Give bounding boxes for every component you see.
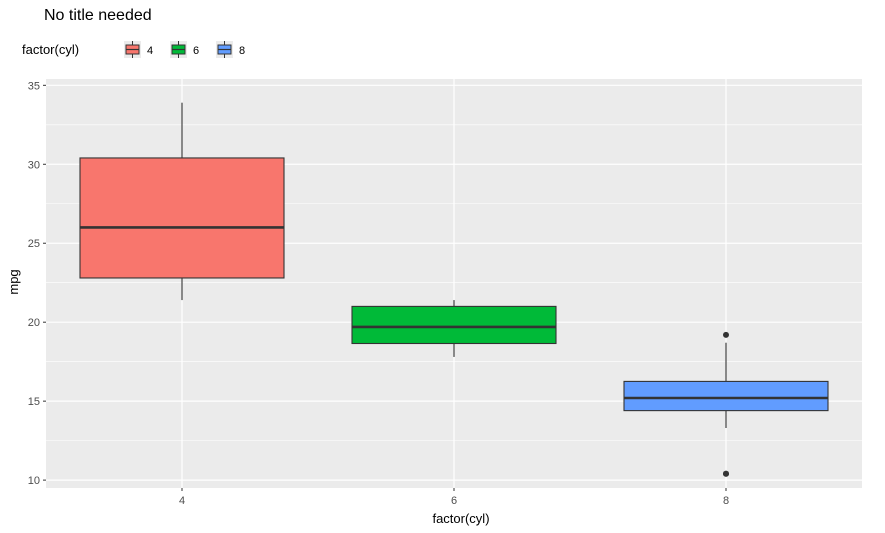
boxes xyxy=(79,102,829,477)
x-tick-label: 8 xyxy=(723,495,729,507)
y-axis-title: mpg xyxy=(6,269,21,294)
outlier-point xyxy=(723,470,729,477)
y-tick-label: 30 xyxy=(28,159,40,171)
box-body xyxy=(623,380,829,412)
x-axis: 4 6 8 xyxy=(179,488,729,507)
x-tick-label: 4 xyxy=(179,495,185,507)
legend: factor(cyl) 4 6 8 xyxy=(22,41,245,58)
box-8 xyxy=(623,331,829,477)
y-tick-label: 25 xyxy=(28,238,40,250)
box-4 xyxy=(79,102,285,301)
legend-title: factor(cyl) xyxy=(22,42,79,57)
legend-item-6: 6 xyxy=(170,41,199,58)
outlier-point xyxy=(723,331,729,338)
y-tick-label: 10 xyxy=(28,475,40,487)
box-body xyxy=(79,157,285,279)
chart-title: No title needed xyxy=(44,7,152,24)
box-body xyxy=(351,305,557,345)
x-tick-label: 6 xyxy=(451,495,457,507)
y-axis: 10 15 20 25 30 35 xyxy=(28,80,46,487)
y-tick-label: 35 xyxy=(28,80,40,92)
legend-item-4: 4 xyxy=(124,41,153,58)
legend-item-8: 8 xyxy=(216,41,245,58)
y-tick-label: 15 xyxy=(28,396,40,408)
legend-keys: 4 6 8 xyxy=(124,41,245,58)
x-axis-title: factor(cyl) xyxy=(432,511,489,526)
y-tick-label: 20 xyxy=(28,317,40,329)
legend-label: 4 xyxy=(147,45,153,57)
box-6 xyxy=(351,300,557,357)
legend-label: 6 xyxy=(193,45,199,57)
legend-label: 8 xyxy=(239,45,245,57)
